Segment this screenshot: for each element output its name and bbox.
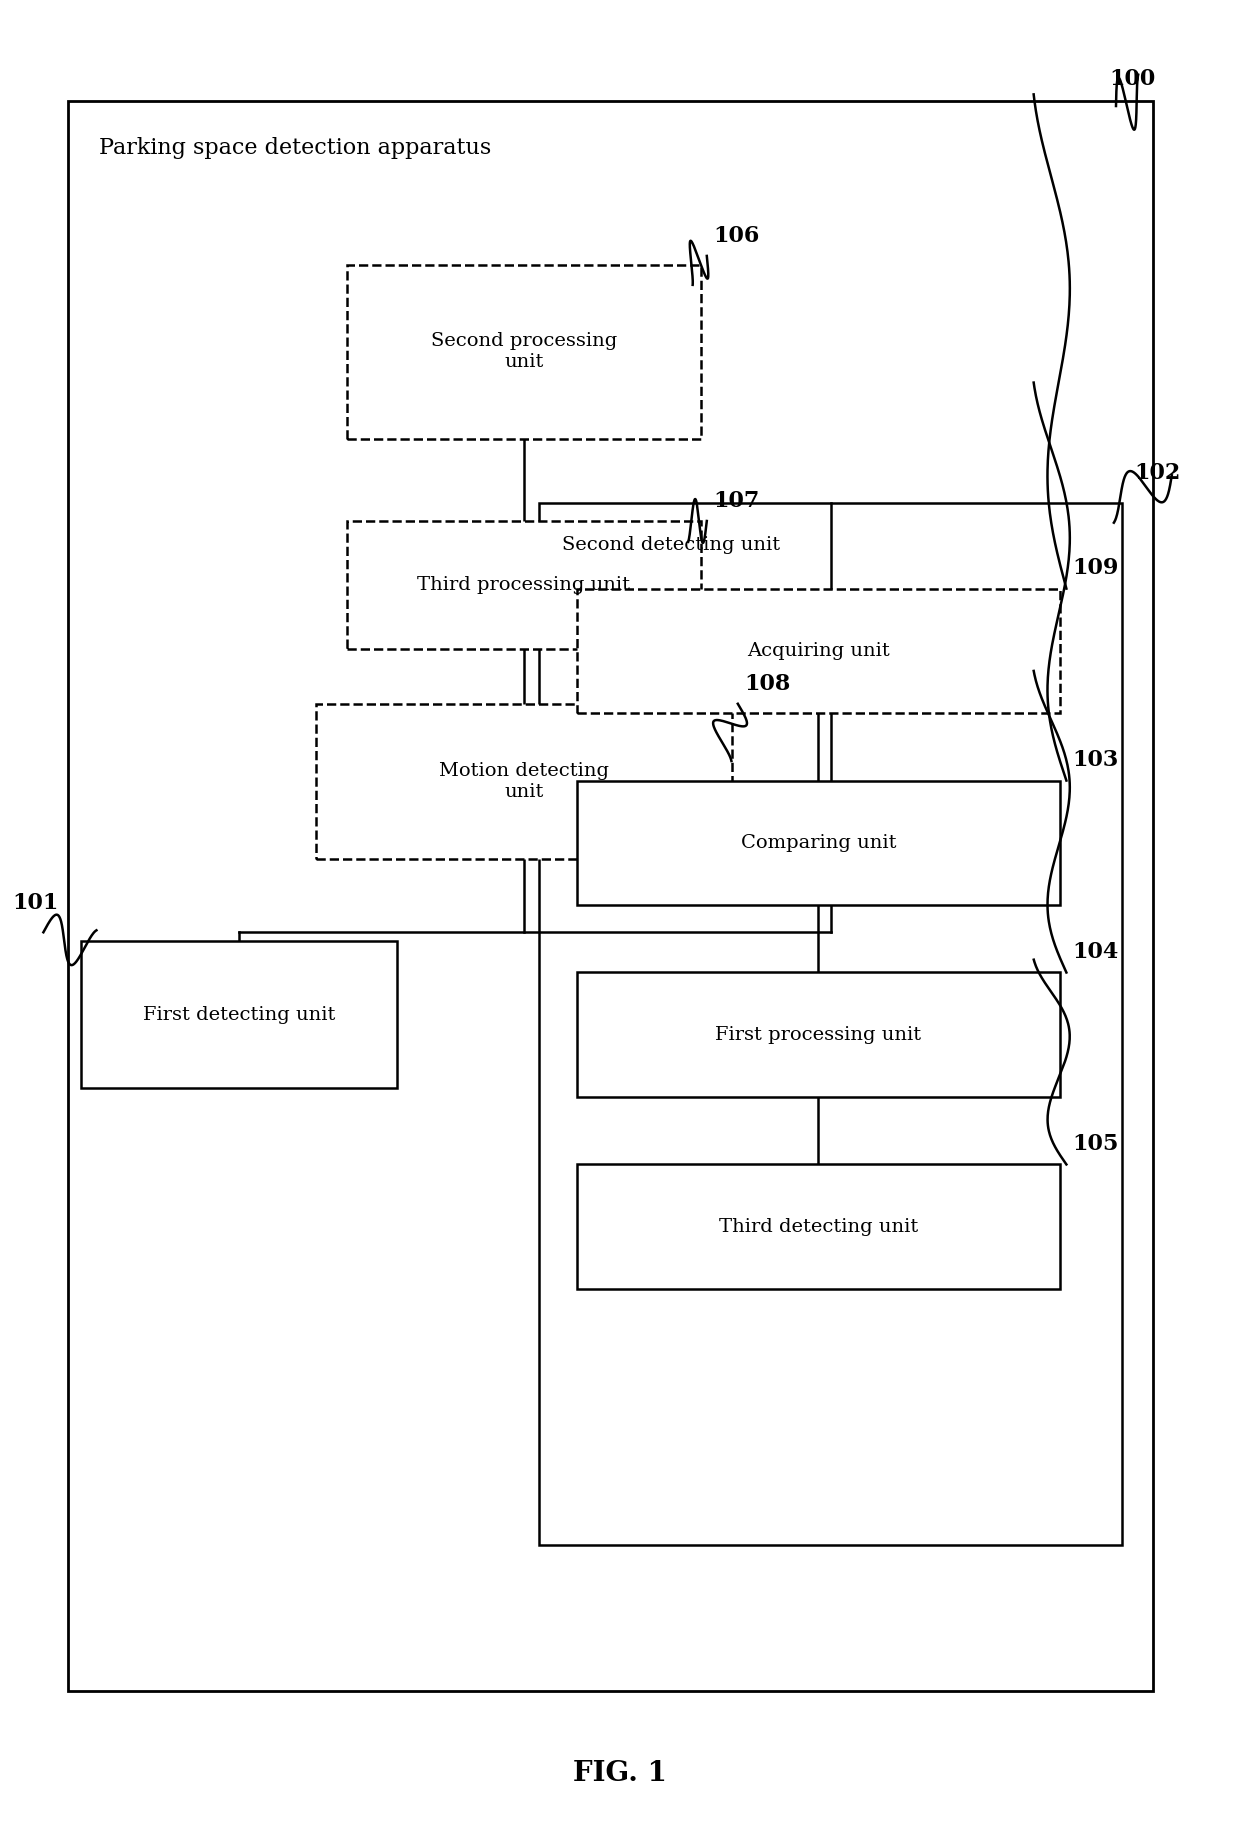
FancyBboxPatch shape (347, 521, 701, 649)
FancyBboxPatch shape (577, 1164, 1060, 1289)
Text: Second detecting unit: Second detecting unit (562, 536, 780, 554)
Text: 101: 101 (12, 892, 58, 914)
Text: 109: 109 (1073, 558, 1118, 579)
Text: First detecting unit: First detecting unit (143, 1005, 335, 1024)
FancyBboxPatch shape (577, 589, 1060, 713)
FancyBboxPatch shape (81, 941, 397, 1088)
Text: 104: 104 (1073, 941, 1118, 963)
Text: 108: 108 (744, 673, 790, 695)
Text: FIG. 1: FIG. 1 (573, 1760, 667, 1786)
FancyBboxPatch shape (347, 265, 701, 439)
Text: 102: 102 (1135, 462, 1180, 484)
FancyBboxPatch shape (539, 503, 1122, 1545)
FancyBboxPatch shape (577, 781, 1060, 905)
Text: 107: 107 (713, 490, 759, 512)
Text: Acquiring unit: Acquiring unit (746, 642, 890, 660)
Text: Third processing unit: Third processing unit (418, 576, 630, 594)
Text: Comparing unit: Comparing unit (740, 834, 897, 852)
Text: 103: 103 (1073, 749, 1118, 771)
Text: Parking space detection apparatus: Parking space detection apparatus (99, 137, 491, 159)
Text: 100: 100 (1110, 68, 1156, 90)
FancyBboxPatch shape (68, 101, 1153, 1691)
FancyBboxPatch shape (316, 704, 732, 859)
Text: 106: 106 (713, 225, 759, 247)
Text: First processing unit: First processing unit (715, 1026, 921, 1044)
FancyBboxPatch shape (577, 972, 1060, 1097)
Text: Second processing
unit: Second processing unit (430, 333, 618, 371)
Text: Motion detecting
unit: Motion detecting unit (439, 762, 609, 801)
Text: Third detecting unit: Third detecting unit (719, 1217, 918, 1236)
Text: 105: 105 (1073, 1133, 1118, 1155)
